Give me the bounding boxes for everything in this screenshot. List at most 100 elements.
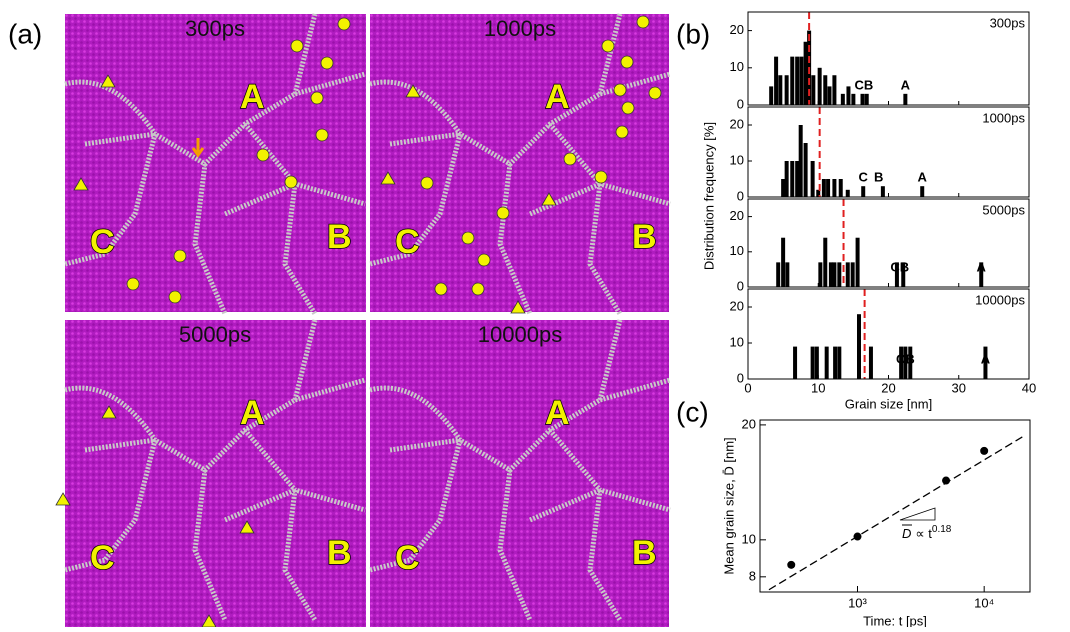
grain-label: B [632,218,657,256]
image-300ps [65,14,366,314]
bar [832,179,837,197]
time-label: 1000ps [484,16,556,41]
frame [747,288,1030,380]
bar [826,179,831,197]
bar [818,262,823,287]
bar [861,186,866,197]
x-tick-label: 40 [1022,380,1036,395]
bar [769,86,774,105]
data-point [787,560,796,569]
bar [856,314,861,379]
fit-line [768,436,1023,591]
bar [845,262,850,287]
bar [793,346,798,379]
bar [795,56,800,105]
y-tick-label: 10 [730,59,744,74]
bar [864,93,869,105]
grain-annotation: C [859,169,869,184]
y-tick-label: 0 [737,278,744,293]
bar [785,262,790,287]
time-label: 5000ps [179,322,251,347]
x-tick-label: 10³ [848,595,867,610]
panel-label: (a) [8,18,42,49]
grain-label: A [545,394,570,432]
bar [821,179,826,197]
image-10000ps [370,320,670,627]
fit-symbol: D [902,526,911,541]
x-tick-label: 0 [744,380,751,395]
image-1000ps [370,14,670,314]
bar [920,186,925,197]
grain-label: A [240,78,265,116]
bar [851,93,856,105]
y-tick-label: 20 [730,298,744,313]
x-tick-label: 10⁴ [974,595,994,610]
bar [850,262,855,287]
bar [908,346,913,379]
bar [810,346,815,379]
time-label: 10000ps [478,322,562,347]
panel-label: (b) [676,18,710,49]
bar [803,41,808,105]
bar [832,75,837,105]
y-tick-label: 10 [730,334,744,349]
x-tick-label: 20 [881,380,895,395]
y-tick-label: 20 [730,208,744,223]
bar [781,237,786,287]
bar [837,262,842,287]
data-point [980,446,989,455]
fit-label: D ∝ t0.18 [902,524,952,542]
y-axis-label: Mean grain size, D̄ [nm] [721,437,736,574]
data-point [853,532,862,541]
y-tick-label: 0 [737,370,744,385]
bar [811,75,816,105]
bar [776,262,781,287]
bar [790,161,795,197]
bar [810,161,815,197]
fit-relation: ∝ t [915,526,932,541]
y-tick-label: 8 [749,568,756,583]
grain-annotation: A [918,169,928,184]
bar [790,56,795,105]
time-label: 1000ps [982,110,1025,125]
y-tick-label: 0 [737,188,744,203]
bar [803,143,808,197]
bar [880,186,885,197]
bar [837,346,842,379]
y-tick-label: 20 [730,116,744,131]
grain-label: C [395,539,420,577]
frame [747,198,1030,288]
frame [747,11,1030,106]
time-label: 5000ps [982,202,1025,217]
bar [781,179,786,197]
bar [903,93,908,105]
bar [823,75,828,105]
bar [816,189,821,197]
bar [828,262,833,287]
grain-label: B [327,534,352,572]
bar [868,346,873,379]
bar [901,262,906,287]
bar [832,262,837,287]
panel-a [55,14,670,628]
bar [817,67,822,105]
y-tick-label: 10 [730,243,744,258]
grain-label: C [90,223,115,261]
grain-annotation: CB [855,77,874,92]
time-label: 300ps [990,15,1026,30]
bar [983,346,988,379]
x-axis-label: Time: t [ps] [863,613,927,627]
bar [846,86,851,105]
grain-annotation: CB [896,351,915,366]
y-tick-label: 20 [742,416,756,431]
bar [798,125,803,197]
bar [833,346,838,379]
grain-label: B [327,218,352,256]
bar [778,75,783,105]
grain-label: C [90,539,115,577]
markers [55,15,662,628]
frame [747,106,1030,198]
bar [838,179,843,197]
bar [894,262,899,287]
bar [903,346,908,379]
